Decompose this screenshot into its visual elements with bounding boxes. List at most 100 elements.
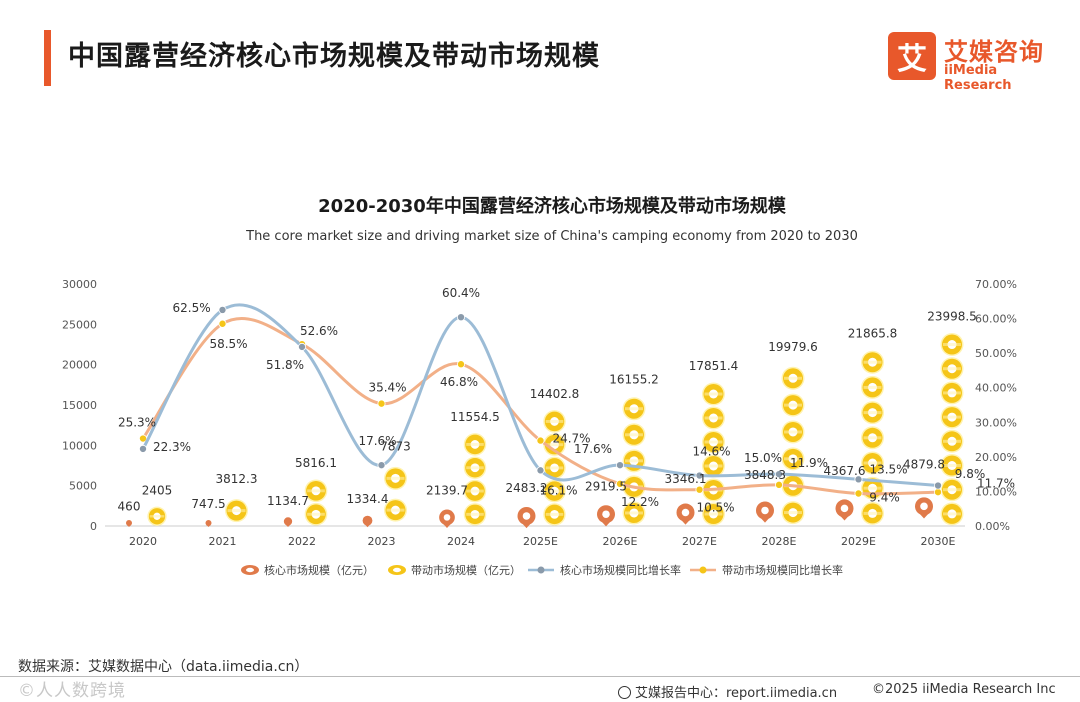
data-label: 60.4% <box>442 286 480 300</box>
x-tick-label: 2023 <box>368 535 396 548</box>
svg-text:核心市场规模（亿元）: 核心市场规模（亿元） <box>264 563 374 577</box>
bar-core <box>835 499 854 521</box>
chart-subtitle: The core market size and driving market … <box>245 229 858 244</box>
data-label: 747.5 <box>191 497 225 511</box>
report-link-text: 艾媒报告中心：report.iimedia.cn <box>635 686 838 701</box>
data-label: 58.5% <box>209 337 247 351</box>
line-point <box>218 319 227 328</box>
line-point <box>695 485 704 494</box>
data-label: 17851.4 <box>689 359 739 373</box>
y-left-tick-label: 25000 <box>62 318 97 331</box>
line-point <box>138 434 147 443</box>
data-label: 17.6% <box>358 434 396 448</box>
x-tick-label: 2026E <box>603 535 638 548</box>
data-label: 15.0% <box>744 451 782 465</box>
data-label: 11.7% <box>977 477 1015 491</box>
report-link[interactable]: 艾媒报告中心：report.iimedia.cn <box>618 682 837 701</box>
data-label: 4367.6 <box>824 464 866 478</box>
watermark: ©人人数跨境 <box>18 681 126 701</box>
line-point <box>854 489 863 498</box>
data-label: 1334.4 <box>347 492 389 506</box>
brand-logo-mark: 艾 <box>888 32 936 80</box>
bar-core <box>915 497 933 519</box>
bar-core <box>283 517 293 528</box>
data-label: 11.9% <box>790 456 828 470</box>
data-label: 16155.2 <box>609 373 659 387</box>
brand-name-cn: 艾媒咨询 <box>944 38 1044 66</box>
bar-driving <box>781 366 805 525</box>
chart-legend: 核心市场规模（亿元） 带动市场规模（亿元） 核心市场规模同比增长率 带动市场规模同比增… <box>241 563 843 577</box>
data-label: 4879.8 <box>903 458 945 472</box>
legend-item: 核心市场规模同比增长率 <box>528 563 681 577</box>
x-tick-label: 2028E <box>762 535 797 548</box>
header-accent-bar <box>44 30 51 86</box>
bar-core <box>597 505 615 527</box>
chart-axes: 0 5000 10000 15000 20000 25000 30000 0.00% 10.00… <box>62 278 1017 548</box>
data-label: 2139.7 <box>426 484 468 498</box>
data-label: 10.5% <box>696 501 734 515</box>
svg-text:带动市场规模同比增长率: 带动市场规模同比增长率 <box>722 563 843 577</box>
data-label: 3346.1 <box>665 472 707 486</box>
data-label: 23998.5 <box>927 309 977 323</box>
line-driving-growth <box>141 317 939 496</box>
data-label: 460 <box>118 499 141 513</box>
y-right-tick-label: 30.00% <box>975 416 1017 429</box>
x-tick-label: 2020 <box>129 535 157 548</box>
y-left-tick-label: 10000 <box>62 439 97 452</box>
data-label: 14402.8 <box>530 387 580 401</box>
legend-item: 核心市场规模（亿元） <box>241 563 374 577</box>
data-label: 19979.6 <box>768 340 818 354</box>
data-label: 14.6% <box>692 445 730 459</box>
y-right-tick-label: 10.00% <box>975 485 1017 498</box>
data-label: 2405 <box>142 484 173 498</box>
line-point <box>934 481 943 490</box>
bar-driving <box>543 410 566 526</box>
x-tick-label: 2030E <box>921 535 956 548</box>
line-point <box>616 461 625 470</box>
bar-core <box>362 515 373 528</box>
x-tick-label: 2021 <box>209 535 237 548</box>
y-right-tick-label: 40.00% <box>975 382 1017 395</box>
page-title: 中国露营经济核心市场规模及带动市场规模 <box>68 41 600 72</box>
data-label: 12.2% <box>621 495 659 509</box>
bar-driving <box>225 499 248 523</box>
line-point <box>456 360 465 369</box>
bar-driving <box>147 506 167 526</box>
bar-driving <box>304 479 328 526</box>
line-point <box>297 342 306 351</box>
data-label: 25.3% <box>118 416 156 430</box>
data-label: 2919.5 <box>585 479 627 493</box>
bar-core <box>517 506 536 529</box>
data-label: 9.8% <box>955 467 986 481</box>
bar-driving <box>384 466 407 522</box>
data-label: 1134.7 <box>267 494 309 508</box>
data-label: 17.6% <box>574 442 612 456</box>
bar-driving <box>463 433 487 526</box>
x-tick-label: 2025E <box>523 535 558 548</box>
data-label: 2483.2 <box>506 481 548 495</box>
svg-text:核心市场规模同比增长率: 核心市场规模同比增长率 <box>560 563 681 577</box>
data-label: 3848.3 <box>744 468 786 482</box>
x-tick-label: 2022 <box>288 535 316 548</box>
line-point <box>616 479 625 488</box>
copyright: ©2025 iiMedia Research Inc <box>872 682 1056 697</box>
y-left-tick-label: 30000 <box>62 278 97 291</box>
y-left-tick-label: 20000 <box>62 359 97 372</box>
line-point <box>536 436 545 445</box>
data-label: 22.3% <box>153 440 191 454</box>
y-right-tick-label: 60.00% <box>975 313 1017 326</box>
line-point <box>775 480 784 489</box>
bar-core <box>439 509 455 528</box>
data-source: 数据来源：艾媒数据中心（data.iimedia.cn） <box>18 659 309 675</box>
data-label: 13.5% <box>869 462 907 476</box>
data-label: 35.4% <box>368 381 406 395</box>
y-left-tick-label: 0 <box>90 520 97 533</box>
line-point <box>456 313 465 322</box>
data-label: 11554.5 <box>450 410 500 424</box>
data-label: 9.4% <box>869 491 900 505</box>
line-point <box>775 470 784 479</box>
brand-logo: 艾 艾媒咨询 iiMedia Research <box>888 32 1068 93</box>
chart-lines <box>138 303 943 498</box>
x-tick-label: 2027E <box>682 535 717 548</box>
x-tick-label: 2029E <box>841 535 876 548</box>
